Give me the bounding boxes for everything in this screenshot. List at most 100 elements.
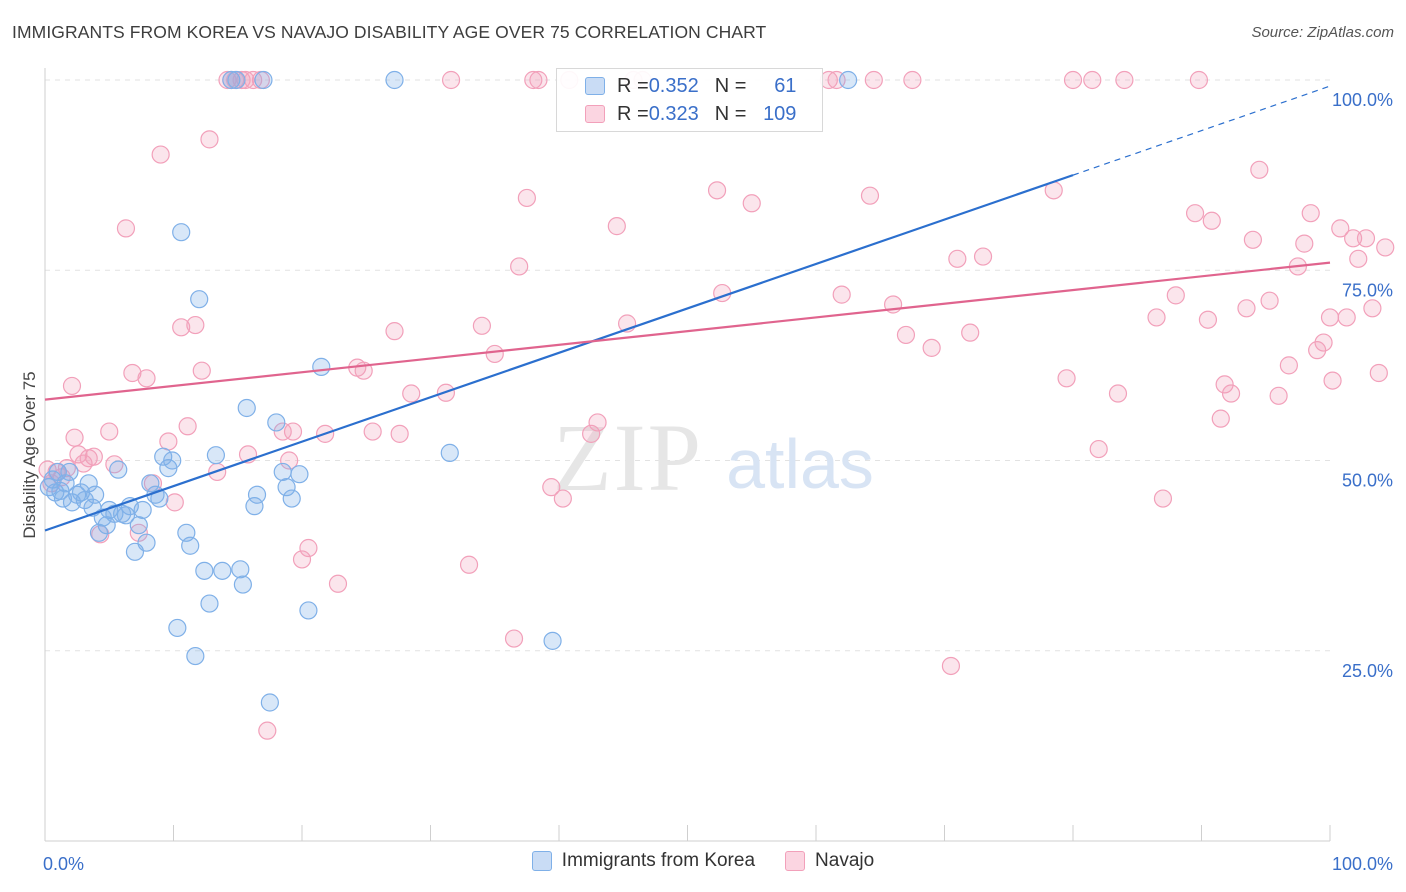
navajo-point (151, 145, 170, 164)
korea-point (195, 561, 214, 580)
navajo-point (129, 523, 148, 542)
navajo-point (1237, 299, 1256, 318)
korea-point (267, 413, 286, 432)
korea-swatch (585, 77, 605, 95)
korea-point (247, 485, 267, 504)
korea-point (137, 533, 156, 552)
korea-point (79, 474, 98, 493)
korea-point (245, 497, 264, 516)
navajo-point (524, 70, 543, 90)
korea-point (312, 357, 331, 376)
navajo-point (860, 186, 880, 205)
navajo-point (192, 361, 211, 380)
navajo-point (1344, 229, 1363, 248)
r-label: R = (617, 74, 649, 97)
navajo-point (582, 424, 601, 443)
navajo-point (1185, 204, 1205, 223)
chart-title: IMMIGRANTS FROM KOREA VS NAVAJO DISABILI… (12, 22, 767, 42)
navajo-point (165, 493, 184, 512)
korea-point (105, 504, 124, 523)
navajo-point (273, 422, 292, 441)
korea-point (213, 561, 232, 580)
korea-point (299, 601, 318, 620)
navajo-point (896, 325, 916, 345)
navajo-point (472, 316, 491, 335)
korea-point (60, 462, 79, 482)
navajo-point (1320, 308, 1340, 327)
navajo-swatch (585, 105, 605, 123)
legend-label-navajo: Navajo (815, 850, 875, 871)
korea-point (53, 489, 73, 508)
navajo-point (961, 323, 980, 342)
navajo-point (1215, 375, 1234, 394)
korea-point (200, 594, 219, 613)
navajo-trend-line (44, 261, 1331, 401)
navajo-point (1166, 286, 1185, 305)
korea-point (186, 646, 205, 666)
korea-trend-extension (1072, 85, 1331, 176)
navajo-point (742, 194, 761, 213)
navajo-point (1301, 204, 1320, 223)
navajo-point (137, 369, 156, 388)
navajo-point (973, 247, 993, 266)
navajo-point (903, 70, 922, 90)
korea-point (385, 70, 404, 90)
korea-point (290, 465, 309, 484)
korea-point (86, 485, 105, 504)
korea-point (237, 398, 256, 418)
y-axis-label: Disability Age Over 75 (20, 371, 39, 539)
korea-trend-line (44, 174, 1074, 532)
navajo-point (542, 478, 561, 497)
navajo-point (1376, 238, 1395, 257)
korea-point (273, 462, 292, 482)
navajo-point (459, 555, 479, 574)
navajo-point (292, 550, 312, 569)
navajo-point (363, 422, 382, 441)
gridlines (45, 79, 1330, 652)
navajo-point (178, 417, 197, 436)
n-value: 109 (763, 102, 797, 125)
navajo-point (159, 432, 178, 451)
x-tick-label: 0.0% (43, 854, 84, 874)
navajo-point (62, 376, 82, 396)
korea-point (839, 70, 858, 90)
n-label: N = (714, 74, 747, 97)
navajo-point (1083, 70, 1102, 90)
watermark: ZIP atlas (553, 404, 874, 511)
korea-swatch (531, 851, 552, 871)
legend-item-navajo[interactable]: Navajo (785, 850, 874, 872)
r-label: R = (617, 102, 649, 125)
navajo-point (172, 318, 191, 337)
navajo-point (485, 344, 504, 364)
y-tick-label: 100.0% (1332, 90, 1393, 110)
navajo-point (832, 285, 851, 304)
navajo-point (1323, 371, 1342, 390)
korea-point (89, 523, 109, 542)
korea-point (129, 516, 148, 535)
navajo-point (1356, 229, 1376, 248)
watermark-atlas: atlas (726, 425, 874, 503)
navajo-point (553, 489, 572, 508)
navajo-point (922, 338, 941, 357)
korea-point (116, 506, 136, 525)
korea-point (141, 474, 160, 493)
navajo-point (607, 217, 626, 236)
navajo-point (1198, 310, 1218, 329)
legend-item-korea[interactable]: Immigrants from Korea (531, 850, 756, 872)
navajo-point (1369, 363, 1388, 383)
navajo-point (948, 249, 967, 268)
navajo-point (1331, 219, 1350, 238)
navajo-point (588, 413, 607, 432)
navajo-point (517, 188, 536, 208)
navajo-point (707, 181, 727, 200)
navajo-point (1314, 333, 1333, 352)
legend-label-korea: Immigrants from Korea (561, 850, 756, 871)
axes (44, 68, 1331, 842)
korea-point (154, 447, 173, 466)
navajo-point (402, 384, 421, 403)
korea-point (133, 500, 152, 520)
korea-point (163, 451, 182, 470)
legend-row-navajo: R = 0.323 N = 109 (585, 101, 796, 127)
navajo-point (1089, 439, 1108, 459)
